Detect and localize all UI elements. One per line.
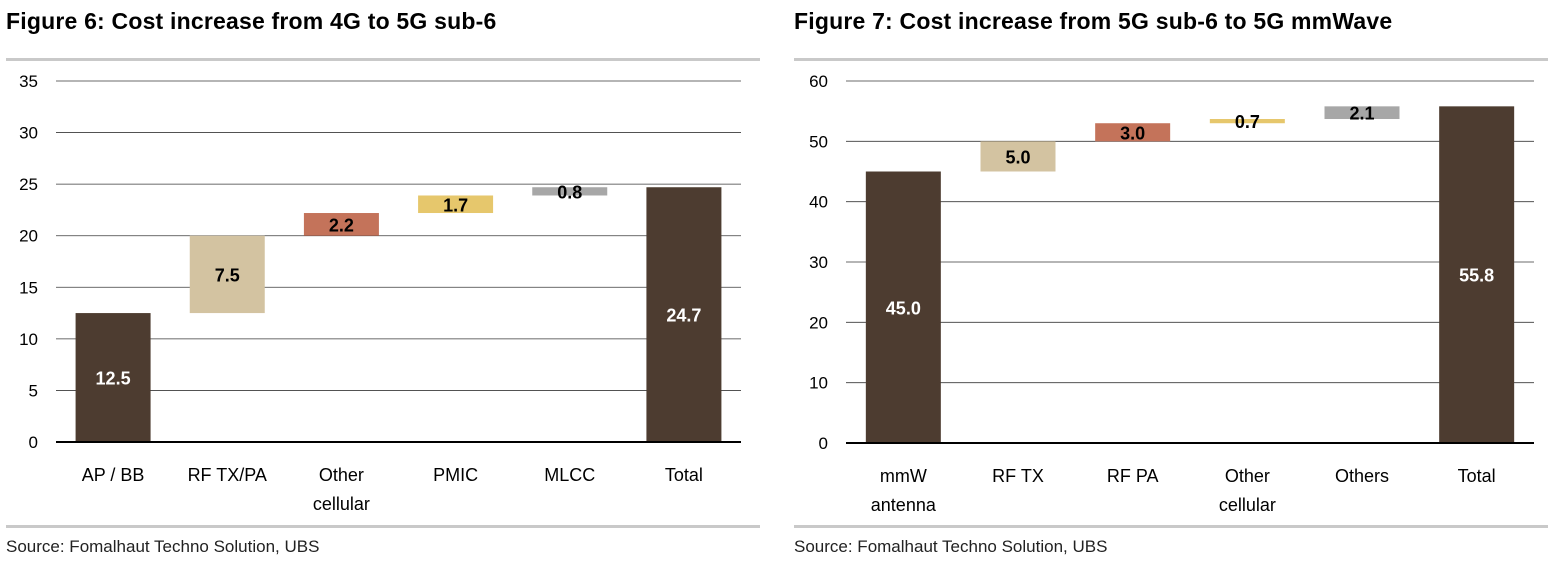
y-tick-label: 0 (29, 433, 38, 452)
bar-4 (1324, 106, 1400, 120)
data-label: 0.7 (1235, 112, 1260, 132)
figure-7-source: Source: Fomalhaut Techno Solution, UBS (794, 537, 1108, 556)
category-label: Other (1225, 466, 1270, 486)
data-label: 1.7 (443, 195, 468, 215)
figure-7-top-rule (794, 58, 1548, 61)
category-label: antenna (871, 495, 937, 515)
y-tick-label: 10 (19, 330, 38, 349)
y-tick-label: 30 (809, 253, 828, 272)
figure-7-chart: 0 10 20 30 40 50 60 45.0 mmW antenna 5.0 RF TX 3.0 RF… (809, 72, 1534, 515)
category-label: AP / BB (82, 465, 145, 485)
bar-1 (189, 235, 265, 314)
figure-7-bottom-rule (794, 525, 1548, 528)
figure-6-panel: Figure 6: Cost increase from 4G to 5G su… (6, 0, 760, 575)
y-tick-label: 30 (19, 124, 38, 143)
category-label: Total (1458, 466, 1496, 486)
y-tick-label: 40 (809, 193, 828, 212)
y-tick-label: 10 (809, 374, 828, 393)
data-label: 55.8 (1459, 266, 1494, 286)
category-label: Others (1335, 466, 1389, 486)
bar-5 (1439, 106, 1515, 443)
bar-1 (980, 141, 1056, 172)
category-label: cellular (313, 494, 370, 514)
y-tick-label: 0 (819, 434, 828, 453)
category-label: MLCC (544, 465, 595, 485)
y-tick-label: 5 (29, 381, 38, 400)
bar-0 (75, 313, 151, 442)
figure-7-title: Figure 7: Cost increase from 5G sub-6 to… (794, 8, 1393, 34)
data-label: 3.0 (1120, 123, 1145, 143)
bar-4 (532, 187, 608, 196)
category-label: Other (319, 465, 364, 485)
category-label: RF PA (1107, 466, 1159, 486)
y-tick-label: 25 (19, 175, 38, 194)
figure-6-top-rule (6, 58, 760, 61)
bar-2 (303, 213, 379, 236)
data-label: 0.8 (557, 182, 582, 202)
category-label: cellular (1219, 495, 1276, 515)
y-tick-label: 15 (19, 278, 38, 297)
category-label: RF TX (992, 466, 1044, 486)
category-label: mmW (880, 466, 927, 486)
data-label: 45.0 (886, 298, 921, 318)
bar-5 (646, 187, 722, 442)
y-tick-label: 60 (809, 72, 828, 91)
y-tick-label: 50 (809, 132, 828, 151)
data-label: 7.5 (215, 265, 240, 285)
data-label: 24.7 (666, 306, 701, 326)
bar-2 (1095, 123, 1171, 142)
y-tick-label: 20 (809, 313, 828, 332)
data-label: 5.0 (1005, 147, 1030, 167)
bar-0 (865, 171, 941, 443)
category-label: PMIC (433, 465, 478, 485)
data-label: 12.5 (96, 369, 131, 389)
y-tick-label: 20 (19, 227, 38, 246)
data-label: 2.1 (1349, 104, 1374, 124)
bar-3 (418, 195, 494, 214)
figure-6-bottom-rule (6, 525, 760, 528)
figure-6-chart: 0 5 10 15 20 25 30 35 12.5 AP / BB 7.5 RF TX/PA 2.2 O… (19, 72, 741, 514)
bar-3 (1209, 119, 1285, 124)
y-tick-label: 35 (19, 72, 38, 91)
data-label: 2.2 (329, 215, 354, 235)
figure-7-panel: Figure 7: Cost increase from 5G sub-6 to… (794, 0, 1548, 575)
category-label: Total (665, 465, 703, 485)
figure-6-title: Figure 6: Cost increase from 4G to 5G su… (6, 8, 497, 34)
figure-6-source: Source: Fomalhaut Techno Solution, UBS (6, 537, 320, 556)
category-label: RF TX/PA (188, 465, 267, 485)
